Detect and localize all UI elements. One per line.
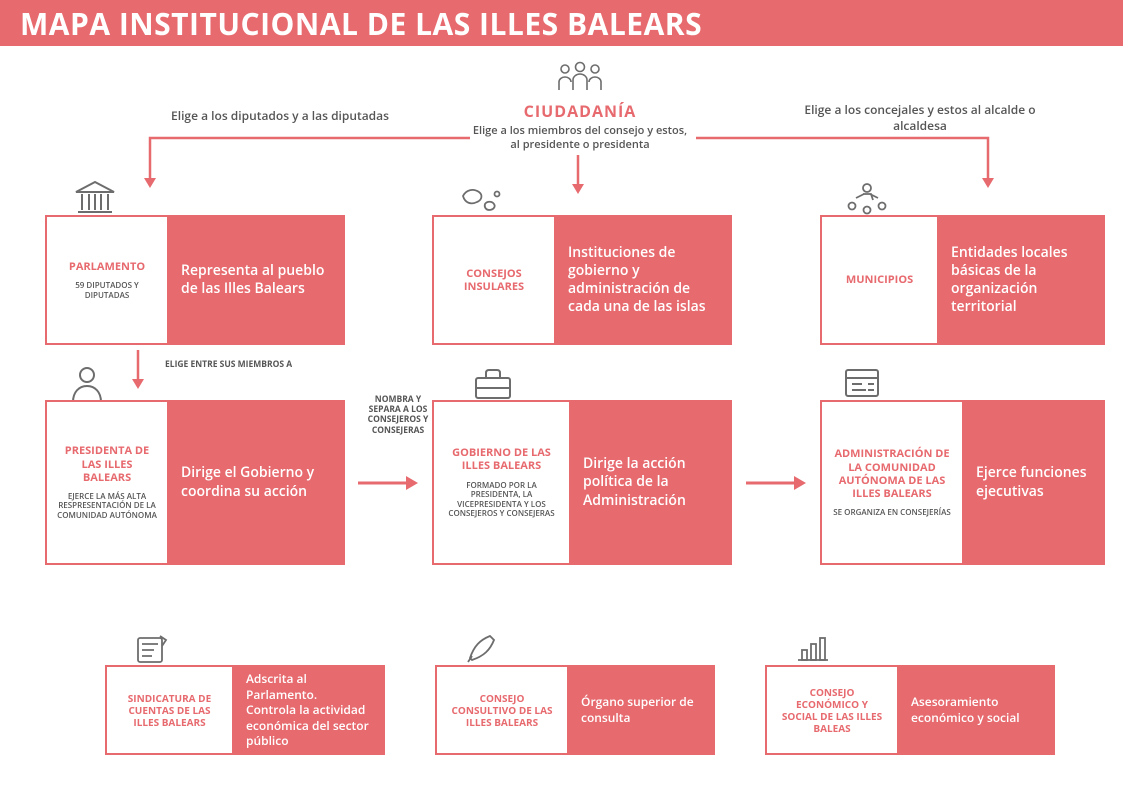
label-elige: ELIGE ENTRE SUS MIEMBROS A [165, 360, 335, 370]
box-administracion: ADMINISTRACIÓN DE LA COMUNIDAD AUTÓNOMA … [820, 400, 1105, 565]
consultivo-desc: Órgano superior de consulta [581, 694, 699, 725]
ciudadania-title: CIUDADANÍA [470, 100, 690, 122]
arrow-ciudadania-center [560, 150, 600, 205]
gobierno-name: GOBIERNO DE LAS ILLES BALEARS [444, 446, 559, 472]
box-sindicatura: SINDICATURA DE CUENTAS DE LAS ILLES BALE… [105, 665, 385, 755]
document-icon [840, 364, 890, 404]
ciudadania-block: CIUDADANÍA Elige a los miembros del cons… [470, 60, 690, 153]
person-icon [65, 364, 115, 404]
municipios-icon [840, 180, 890, 220]
sindicatura-name: SINDICATURA DE CUENTAS DE LAS ILLES BALE… [117, 692, 222, 728]
chart-icon [790, 630, 840, 670]
arrow-parlamento-presidenta [120, 345, 180, 400]
economico-name: CONSEJO ECONÓMICO Y SOCIAL DE LAS ILLES … [777, 686, 887, 734]
municipios-name: MUNICIPIOS [832, 273, 927, 286]
gobierno-sub: FORMADO POR LA PRESIDENTA, LA VICEPRESID… [444, 481, 559, 519]
presidenta-desc: Dirige el Gobierno y coordina su acción [181, 464, 329, 500]
administracion-name: ADMINISTRACIÓN DE LA COMUNIDAD AUTÓNOMA … [832, 447, 952, 500]
pen-icon [460, 630, 510, 670]
municipios-desc: Entidades locales básicas de la organiza… [951, 244, 1089, 317]
administracion-desc: Ejerce funciones ejecutivas [976, 464, 1089, 500]
parlamento-desc: Representa al pueblo de las Illes Balear… [181, 262, 329, 298]
arrow-presidenta-gobierno [350, 468, 430, 498]
parlamento-name: PARLAMENTO [57, 260, 157, 273]
sindicatura-desc: Adscrita al Parlamento. Controla la acti… [246, 671, 369, 749]
box-economico: CONSEJO ECONÓMICO Y SOCIAL DE LAS ILLES … [765, 665, 1055, 755]
box-parlamento: PARLAMENTO 59 DIPUTADOS Y DIPUTADAS Repr… [45, 215, 345, 345]
box-gobierno: GOBIERNO DE LAS ILLES BALEARS FORMADO PO… [432, 400, 732, 565]
ciudadania-center-label: Elige a los miembros del consejo y estos… [470, 124, 690, 153]
consejos-name: CONSEJOS INSULARES [444, 267, 544, 293]
presidenta-sub: EJERCE LA MÁS ALTA RESPRESENTACIÓN DE LA… [57, 492, 157, 521]
economico-desc: Asesoramiento económico y social [911, 694, 1039, 725]
parlamento-sub: 59 DIPUTADOS Y DIPUTADAS [57, 281, 157, 300]
title-text: MAPA INSTITUCIONAL DE LAS ILLES BALEARS [20, 3, 702, 44]
audit-icon [130, 630, 180, 670]
box-presidenta: PRESIDENTA DE LAS ILLES BALEARS EJERCE L… [45, 400, 345, 565]
box-municipios: MUNICIPIOS Entidades locales básicas de … [820, 215, 1105, 345]
people-icon [553, 60, 607, 96]
label-nombra: NOMBRA Y SEPARA A LOS CONSEJEROS Y CONSE… [358, 395, 438, 436]
page-title: MAPA INSTITUCIONAL DE LAS ILLES BALEARS [0, 0, 1123, 46]
administracion-sub: SE ORGANIZA EN CONSEJERÍAS [832, 508, 952, 518]
presidenta-name: PRESIDENTA DE LAS ILLES BALEARS [57, 444, 157, 484]
arrow-gobierno-administracion [738, 468, 818, 498]
arrow-ciudadania-left [120, 130, 480, 200]
ciudadania-right-label: Elige a los concejales y estos al alcald… [800, 102, 1040, 133]
consejos-desc: Instituciones de gobierno y administraci… [568, 244, 716, 317]
parliament-icon [70, 178, 120, 218]
ciudadania-left-label: Elige a los diputados y a las diputadas [150, 108, 410, 124]
box-consultivo: CONSEJO CONSULTIVO DE LAS ILLES BALEARS … [435, 665, 715, 755]
box-consejos: CONSEJOS INSULARES Instituciones de gobi… [432, 215, 732, 345]
consultivo-name: CONSEJO CONSULTIVO DE LAS ILLES BALEARS [447, 692, 557, 728]
gobierno-desc: Dirige la acción política de la Administ… [583, 455, 716, 510]
